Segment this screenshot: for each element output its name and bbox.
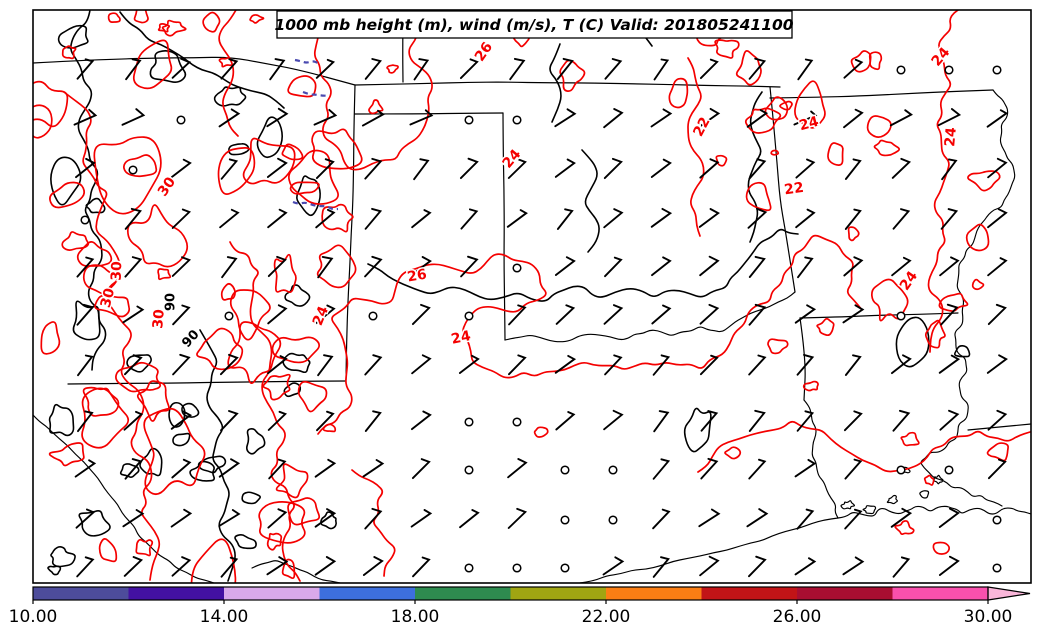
colorbar-segment [320,587,416,600]
colorbar-segment [606,587,702,600]
calm-wind-circle [897,312,905,320]
calm-wind-circle [993,516,1001,524]
calm-wind-circle [945,466,953,474]
calm-wind-circle [513,418,521,426]
colorbar-tick-label: 10.00 [9,607,58,627]
colorbar-segment [224,587,320,600]
colorbar-segment [797,587,893,600]
contour-label: 24 [942,126,960,147]
colorbar-segment [893,587,989,600]
calm-wind-circle [993,564,1001,572]
calm-wind-circle [465,418,473,426]
colorbar-segment [702,587,798,600]
calm-wind-circle [561,466,569,474]
calm-wind-circle [609,516,617,524]
contour-label: 30 [109,261,126,281]
title-box: 1000 mb height (m), wind (m/s), T (C) Va… [274,11,793,38]
calm-wind-circle [561,516,569,524]
calm-wind-circle [513,116,521,124]
colorbar-tick-label: 22.00 [582,607,631,627]
calm-wind-circle [897,466,905,474]
calm-wind-circle [465,564,473,572]
colorbar-tick-label: 26.00 [773,607,822,627]
calm-wind-circle [513,564,521,572]
colorbar-segment [129,587,225,600]
calm-wind-circle [993,66,1001,74]
colorbar-segment [33,587,129,600]
contour-label: 90 [164,293,179,311]
colorbar-segment [511,587,607,600]
colorbar-tick-label: 14.00 [200,607,249,627]
colorbar-tick-label: 30.00 [964,607,1013,627]
calm-wind-circle [465,466,473,474]
calm-wind-circle [369,312,377,320]
colorbar-segment [415,587,511,600]
calm-wind-circle [81,216,89,224]
calm-wind-circle [609,466,617,474]
calm-wind-circle [561,564,569,572]
calm-wind-circle [177,116,185,124]
colorbar-tick-label: 18.00 [391,607,440,627]
calm-wind-circle [513,264,521,272]
calm-wind-circle [225,312,233,320]
calm-wind-circle [945,66,953,74]
calm-wind-circle [465,312,473,320]
calm-wind-circle [129,166,137,174]
contour-label: 22 [783,180,805,199]
map-title: 1000 mb height (m), wind (m/s), T (C) Va… [274,16,793,34]
contour-label: 26 [406,266,428,285]
calm-wind-circle [465,116,473,124]
calm-wind-circle [897,66,905,74]
